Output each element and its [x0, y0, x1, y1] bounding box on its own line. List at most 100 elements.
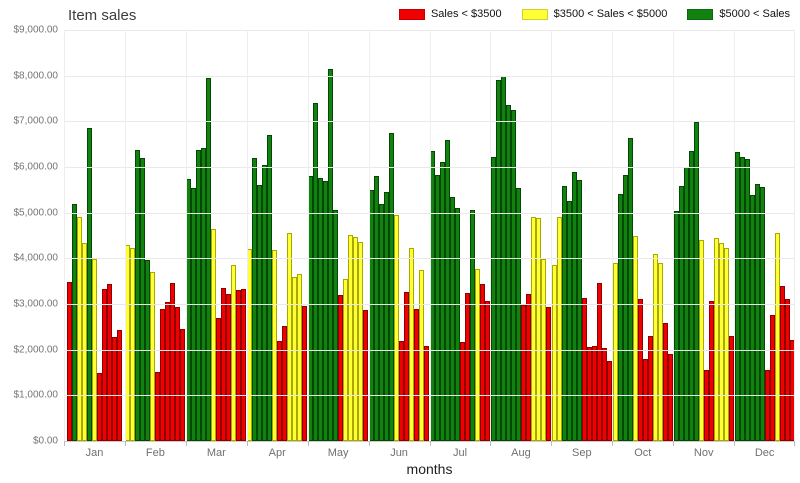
- x-axis-tick: [673, 441, 675, 446]
- month-boundary-gridline: [612, 30, 614, 441]
- x-axis-tick-label: Jun: [390, 447, 408, 459]
- sales-bar: [637, 299, 643, 441]
- x-axis-tick: [551, 441, 553, 446]
- sales-bar: [328, 68, 334, 441]
- sales-bar: [774, 232, 780, 441]
- month-boundary-gridline: [551, 30, 553, 441]
- sales-bar: [581, 298, 587, 441]
- sales-bar: [231, 265, 237, 441]
- x-axis-tick: [124, 441, 126, 446]
- x-axis-tick: [368, 441, 370, 446]
- sales-bar: [111, 337, 117, 441]
- month-boundary-gridline: [490, 30, 492, 441]
- month-boundary-gridline: [307, 30, 309, 441]
- sales-bar: [379, 203, 385, 441]
- sales-bar: [267, 135, 273, 441]
- month-boundary-gridline: [673, 30, 675, 441]
- sales-bar: [606, 361, 612, 441]
- plot-area: [64, 30, 795, 446]
- sales-bar: [277, 341, 283, 441]
- month-group-mar: [186, 30, 247, 441]
- sales-bar: [160, 308, 166, 441]
- sales-bar: [591, 346, 597, 441]
- y-axis-tick-label: $7,000.00: [13, 115, 59, 127]
- sales-bar: [657, 263, 663, 441]
- sales-bar: [662, 322, 668, 441]
- sales-bar: [479, 283, 485, 441]
- sales-bar: [510, 109, 516, 441]
- sales-bar: [652, 253, 658, 441]
- sales-bar: [627, 137, 633, 441]
- sales-bar: [520, 304, 526, 441]
- legend-swatch-red-icon: [398, 8, 425, 20]
- x-axis-tick-label: Jul: [452, 447, 468, 459]
- sales-bar: [759, 186, 765, 441]
- y-axis-tick-label: $4,000.00: [13, 252, 59, 264]
- x-axis-tick-label: Apr: [268, 447, 286, 459]
- sales-bar: [678, 186, 684, 441]
- sales-bar: [76, 217, 82, 441]
- sales-bar: [545, 306, 551, 441]
- sales-bar: [318, 178, 324, 441]
- y-axis-tick-label: $8,000.00: [13, 70, 59, 82]
- legend-label-red: Sales < $3500: [430, 8, 502, 20]
- month-boundary-gridline: [794, 30, 795, 441]
- sales-bar: [297, 274, 303, 441]
- sales-bar: [150, 272, 156, 441]
- x-axis-tick-label: Oct: [634, 447, 652, 459]
- sales-bar: [221, 288, 227, 441]
- sales-bar: [262, 164, 268, 441]
- month-boundary-gridline: [64, 30, 65, 441]
- y-axis-labels: $9,000.00 $8,000.00 $7,000.00 $6,000.00 $5,0…: [0, 25, 59, 447]
- month-boundary-gridline: [185, 30, 187, 441]
- sales-bar: [525, 293, 531, 441]
- sales-bar: [708, 300, 714, 441]
- legend-item-red: Sales < $3500: [398, 8, 502, 20]
- sales-bar: [358, 241, 364, 441]
- sales-bar: [287, 233, 293, 441]
- y-axis-tick-label: $6,000.00: [13, 161, 59, 173]
- x-axis-tick: [429, 441, 431, 446]
- x-axis-tick-label: May: [327, 447, 349, 459]
- sales-bar: [673, 210, 679, 441]
- month-group-jan: [64, 30, 125, 441]
- sales-bar: [434, 175, 440, 441]
- x-axis-tick: [64, 441, 65, 446]
- legend: Sales < $3500 $3500 < Sales < $5000 $500…: [398, 8, 790, 20]
- month-boundary-gridline: [734, 30, 736, 441]
- x-axis-title: months: [406, 461, 453, 477]
- month-group-nov: [673, 30, 734, 441]
- sales-bar: [343, 278, 349, 441]
- sales-bar: [764, 370, 770, 441]
- sales-bar: [459, 341, 465, 441]
- sales-bar: [180, 329, 186, 441]
- sales-bar: [734, 151, 740, 441]
- month-group-feb: [125, 30, 186, 441]
- month-group-may: [308, 30, 369, 441]
- sales-bar: [667, 354, 673, 441]
- sales-bar: [484, 301, 490, 441]
- sales-bar: [130, 247, 136, 441]
- x-axis-tick-label: Jan: [85, 447, 104, 459]
- month-group-sep: [551, 30, 612, 441]
- chart-title: Item sales: [68, 7, 137, 24]
- sales-bar: [226, 293, 232, 441]
- sales-bar: [384, 192, 390, 441]
- legend-label-green: $5000 < Sales: [719, 8, 790, 20]
- bars-layer: [64, 30, 795, 441]
- sales-bar: [399, 340, 405, 441]
- x-axis-tick: [246, 441, 248, 446]
- month-group-oct: [612, 30, 673, 441]
- y-axis-tick-label: $3,000.00: [13, 298, 59, 310]
- sales-bar: [632, 235, 638, 441]
- sales-bar: [135, 150, 141, 441]
- sales-bar: [292, 276, 298, 441]
- x-axis-tick: [490, 441, 492, 446]
- sales-bar: [201, 147, 207, 441]
- sales-bar: [449, 196, 455, 441]
- sales-bar: [96, 372, 102, 441]
- x-axis-tick-label: Nov: [693, 447, 714, 459]
- sales-bar: [505, 105, 511, 441]
- sales-bar: [474, 269, 480, 441]
